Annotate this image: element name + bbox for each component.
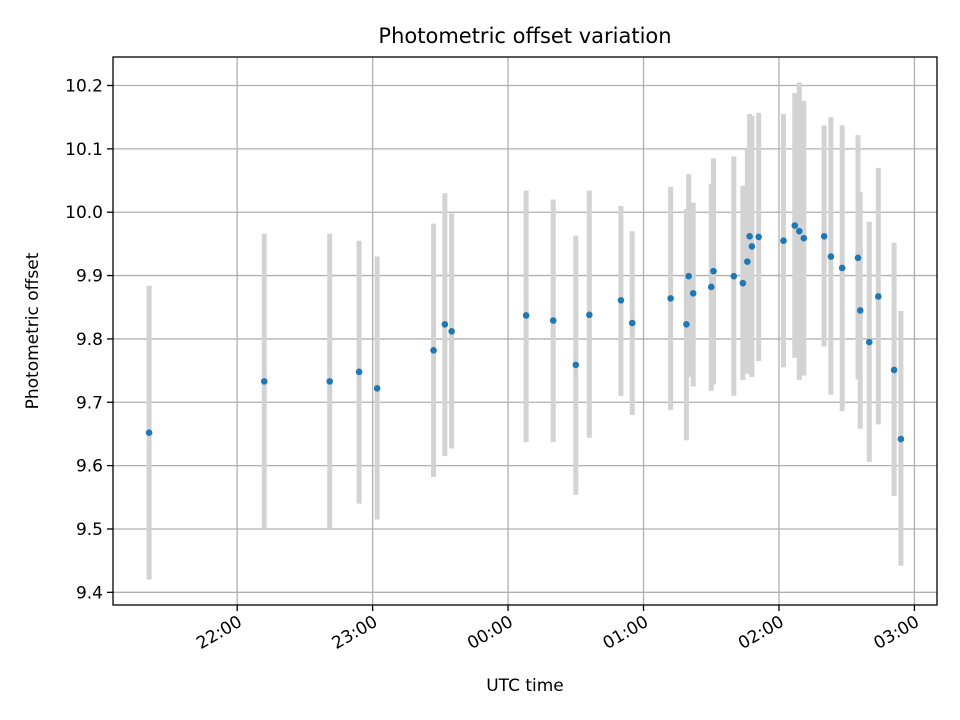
data-point — [890, 366, 898, 374]
y-tick-label: 9.5 — [76, 520, 103, 540]
data-point — [746, 232, 753, 240]
data-point — [865, 338, 873, 346]
y-tick-label: 10.2 — [65, 77, 103, 97]
data-point — [373, 385, 381, 392]
data-point — [827, 253, 835, 260]
y-axis-label: Photometric offset — [23, 252, 43, 409]
data-point — [755, 233, 762, 241]
data-point — [744, 258, 751, 265]
data-point — [586, 311, 593, 319]
data-point — [685, 272, 692, 280]
data-point — [710, 267, 717, 275]
data-point — [572, 361, 580, 369]
data-point — [795, 227, 803, 235]
data-point — [628, 319, 636, 327]
data-point — [856, 307, 864, 314]
data-point — [730, 272, 738, 280]
data-point — [820, 232, 828, 240]
plot-area-frame — [112, 56, 938, 606]
data-point — [355, 368, 363, 376]
data-point — [326, 378, 334, 385]
y-tick-label: 10.1 — [65, 140, 103, 160]
data-point — [260, 378, 268, 385]
data-point — [549, 317, 557, 324]
y-tick-label: 9.4 — [76, 583, 103, 603]
x-axis-label: UTC time — [486, 676, 564, 696]
data-points — [145, 222, 905, 443]
data-point — [897, 435, 905, 443]
data-point — [689, 290, 697, 297]
data-point — [748, 243, 756, 250]
data-point — [780, 237, 787, 245]
data-point — [739, 279, 747, 287]
data-point — [707, 283, 715, 291]
data-point — [448, 328, 455, 335]
data-point — [145, 429, 153, 436]
y-tick-label: 9.9 — [76, 267, 103, 287]
y-tick-label: 9.7 — [76, 393, 103, 413]
data-point — [617, 296, 625, 304]
y-axis-ticks: 9.4 9.5 9.6 9.7 9.8 9.9 10.0 10.1 10.2 — [65, 77, 113, 603]
data-point — [854, 254, 862, 262]
data-point — [522, 312, 530, 319]
data-point — [667, 295, 674, 302]
y-tick-label: 10.0 — [65, 203, 103, 223]
data-point — [683, 321, 690, 328]
data-point — [800, 234, 808, 242]
data-point — [430, 347, 437, 354]
data-point — [791, 222, 799, 229]
chart-title: Photometric offset variation — [378, 24, 671, 48]
data-point — [441, 321, 449, 328]
data-point — [875, 293, 882, 300]
data-point — [838, 264, 846, 272]
y-tick-label: 9.8 — [76, 330, 103, 350]
y-tick-label: 9.6 — [76, 457, 103, 477]
